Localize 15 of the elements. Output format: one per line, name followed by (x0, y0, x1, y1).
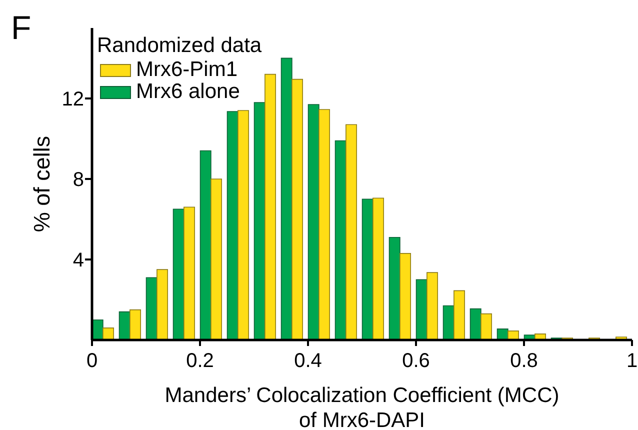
legend-label: Mrx6-Pim1 (136, 58, 238, 81)
x-tick-label: 1 (626, 350, 638, 372)
x-tick-label: 0.2 (186, 350, 214, 372)
y-tick-label: 12 (62, 88, 84, 111)
legend-label: Mrx6 alone (136, 80, 240, 103)
x-tick-label: 0.8 (510, 350, 538, 372)
chart-title: F (11, 9, 32, 46)
y-tick-label: 4 (72, 250, 84, 272)
x-tick-label: 0.4 (294, 350, 322, 372)
y-axis-title: % of cells (30, 136, 54, 232)
y-tick-label: 8 (72, 169, 84, 192)
x-axis-title: Manders’ Colocalization Coefficient (MCC) of Mrx6-DAPI (164, 384, 560, 430)
legend-title: Randomized data (97, 33, 262, 59)
x-tick-label: 0 (86, 350, 98, 372)
x-tick-label: 0.6 (402, 350, 430, 372)
